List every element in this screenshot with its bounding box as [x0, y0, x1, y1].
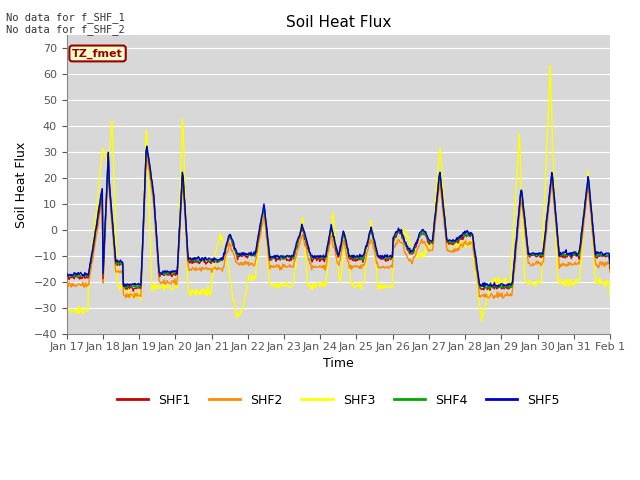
Title: Soil Heat Flux: Soil Heat Flux	[285, 15, 391, 30]
Y-axis label: Soil Heat Flux: Soil Heat Flux	[15, 142, 28, 228]
Text: TZ_fmet: TZ_fmet	[72, 48, 123, 59]
X-axis label: Time: Time	[323, 357, 354, 371]
Legend: SHF1, SHF2, SHF3, SHF4, SHF5: SHF1, SHF2, SHF3, SHF4, SHF5	[112, 389, 565, 411]
Text: No data for f_SHF_1
No data for f_SHF_2: No data for f_SHF_1 No data for f_SHF_2	[6, 12, 125, 36]
